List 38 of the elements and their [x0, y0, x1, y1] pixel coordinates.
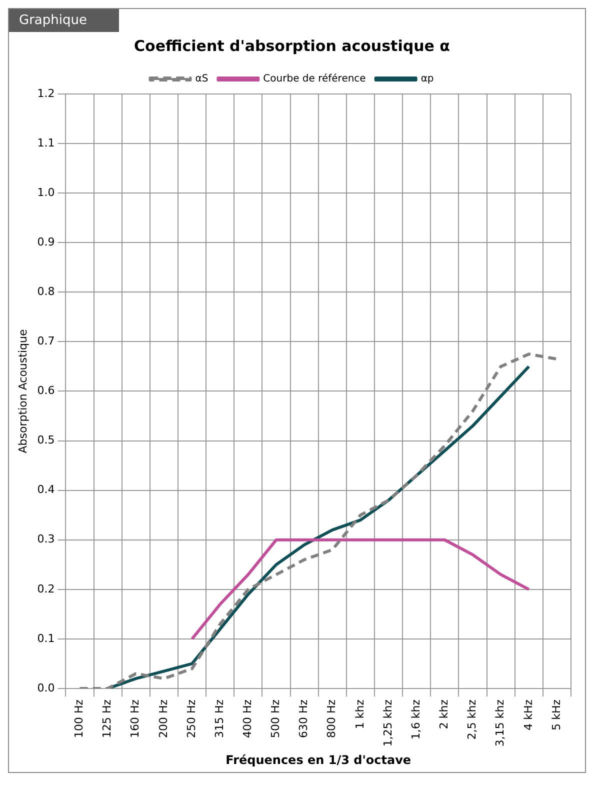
- y-tick-label: 0.2: [37, 582, 55, 596]
- legend-label: αS: [195, 74, 208, 85]
- x-tick-label: 630 Hz: [297, 699, 310, 738]
- x-tick-label: 1,25 khz: [381, 699, 394, 747]
- x-tick-label: 4 kHz: [522, 699, 535, 730]
- x-tick-label: 125 Hz: [100, 699, 114, 738]
- y-tick-label: 0.9: [37, 235, 55, 248]
- y-tick-label: 0.3: [37, 532, 55, 546]
- x-tick-label: 3,15 khz: [494, 699, 507, 747]
- text: Graphique: [9, 9, 119, 32]
- x-tick-label: 100 Hz: [72, 699, 86, 738]
- chart-title: Coefficient d'absorption acoustique α: [134, 36, 450, 55]
- x-tick-label: 800 Hz: [325, 699, 338, 738]
- y-tick-label: 0.6: [37, 384, 55, 398]
- legend-label: Courbe de référence: [263, 74, 366, 85]
- x-axis-title: Fréquences en 1/3 d'octave: [226, 752, 412, 767]
- x-tick-label: 160 Hz: [128, 699, 142, 738]
- y-tick-label: 0.4: [37, 483, 55, 496]
- y-tick-label: 1.2: [37, 86, 55, 100]
- x-tick-label: 400 Hz: [241, 699, 254, 738]
- y-tick-label: 0.8: [37, 285, 55, 298]
- y-tick-label: 0.5: [37, 434, 55, 447]
- y-tick-label: 0.0: [37, 681, 55, 694]
- x-tick-label: 1 khz: [353, 699, 366, 730]
- y-tick-label: 1.1: [37, 136, 55, 150]
- x-tick-label: 2 khz: [438, 699, 451, 730]
- x-tick-label: 200 Hz: [156, 699, 170, 738]
- x-tick-label: 500 Hz: [269, 699, 282, 738]
- y-tick-label: 0.1: [37, 632, 55, 645]
- y-tick-label: 1.0: [37, 186, 55, 199]
- y-axis-title: Absorption Acoustique: [16, 329, 30, 454]
- x-tick-label: 5 kHz: [550, 699, 563, 730]
- x-tick-label: 250 Hz: [184, 699, 198, 738]
- y-tick-label: 0.7: [37, 334, 55, 348]
- x-tick-label: 2,5 khz: [466, 699, 479, 740]
- x-tick-label: 315 Hz: [212, 699, 226, 738]
- legend-label: αp: [420, 74, 434, 85]
- x-tick-label: 1,6 khz: [409, 699, 422, 740]
